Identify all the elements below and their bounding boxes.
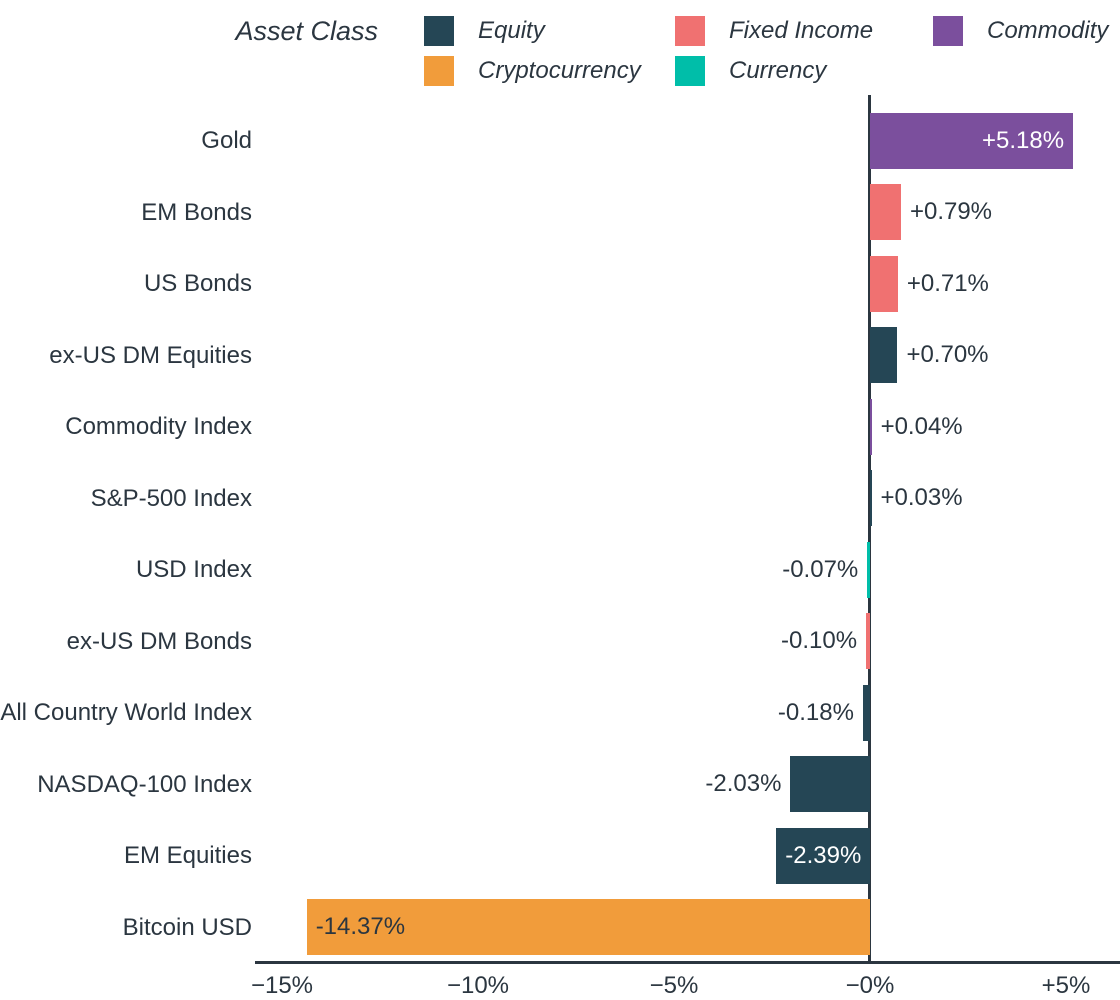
- category-label-em-equities: EM Equities: [123, 842, 252, 869]
- bar-nasdaq-100-index[interactable]: [790, 756, 870, 813]
- bar-us-bonds[interactable]: [870, 255, 898, 312]
- legend-label-fixed-income: Fixed Income: [729, 17, 874, 44]
- category-label-s-p-500-index: S&P-500 Index: [90, 484, 252, 512]
- x-tick-5: +5%: [1041, 972, 1091, 999]
- bar-s-p-500-index[interactable]: [870, 470, 872, 527]
- fixed-income-legend-swatch: [675, 16, 705, 46]
- bar-gold[interactable]: [870, 112, 1074, 169]
- value-label-em-bonds: +0.79%: [909, 198, 993, 226]
- equity-legend-swatch: [424, 16, 454, 46]
- legend-label-commodity: Commodity: [987, 17, 1109, 44]
- bar-usd-index[interactable]: [867, 541, 870, 598]
- value-label-nasdaq-100-index: -2.03%: [705, 770, 782, 798]
- category-label-usd-index: USD Index: [135, 556, 252, 583]
- category-label-ex-us-dm-bonds: ex-US DM Bonds: [66, 627, 252, 655]
- x-axis-line: [255, 961, 1120, 964]
- bar-em-bonds[interactable]: [870, 184, 901, 241]
- bar-commodity-index[interactable]: [870, 398, 872, 455]
- value-label-ex-us-dm-bonds: -0.10%: [781, 627, 858, 655]
- value-label-s-p-500-index: +0.03%: [880, 484, 963, 512]
- cryptocurrency-legend-swatch: [424, 56, 454, 86]
- category-label-em-bonds: EM Bonds: [141, 198, 252, 226]
- currency-legend-swatch: [675, 56, 705, 86]
- legend-entry-currency[interactable]: Currency: [675, 56, 826, 86]
- value-label-all-country-world-index: -0.18%: [777, 698, 854, 726]
- value-label-usd-index: -0.07%: [782, 555, 859, 583]
- bar-ex-us-dm-bonds[interactable]: [866, 613, 870, 670]
- zero-axis-line: [868, 95, 871, 964]
- legend-entry-cryptocurrency[interactable]: Cryptocurrency: [424, 56, 641, 86]
- category-label-gold: Gold: [201, 127, 252, 154]
- value-label-ex-us-dm-equities: +0.70%: [906, 341, 989, 369]
- bar-em-equities[interactable]: [776, 827, 870, 884]
- legend-title: Asset Class: [235, 16, 378, 46]
- value-label-commodity-index: +0.04%: [880, 412, 963, 440]
- bar-ex-us-dm-equities[interactable]: [870, 327, 898, 384]
- category-label-nasdaq-100-index: NASDAQ-100 Index: [37, 770, 252, 798]
- legend-entry-commodity[interactable]: Commodity: [933, 16, 1108, 46]
- legend-label-equity: Equity: [478, 17, 545, 44]
- legend-label-currency: Currency: [729, 57, 827, 84]
- x-tick-5: −5%: [649, 972, 699, 999]
- category-label-ex-us-dm-equities: ex-US DM Equities: [49, 341, 252, 369]
- bar-bitcoin-usd[interactable]: [306, 899, 870, 956]
- value-label-bitcoin-usd: -14.37%: [315, 913, 406, 941]
- legend-label-cryptocurrency: Cryptocurrency: [478, 57, 641, 84]
- value-label-us-bonds: +0.71%: [906, 269, 989, 297]
- category-label-us-bonds: US Bonds: [143, 270, 252, 297]
- category-label-commodity-index: Commodity Index: [65, 413, 252, 440]
- bar-all-country-world-index[interactable]: [862, 684, 870, 741]
- x-tick-0: −0%: [845, 972, 895, 999]
- value-label-gold: +5.18%: [981, 126, 1065, 154]
- category-label-bitcoin-usd: Bitcoin USD: [122, 913, 252, 941]
- x-tick-10: −10%: [446, 972, 510, 999]
- value-label-em-equities: -2.39%: [785, 841, 862, 869]
- commodity-legend-swatch: [933, 16, 963, 46]
- legend-entry-equity[interactable]: Equity: [424, 16, 545, 46]
- x-tick-15: −15%: [250, 972, 314, 999]
- legend-entry-fixed-income[interactable]: Fixed Income: [675, 16, 873, 46]
- category-label-all-country-world-index: All Country World Index: [0, 699, 252, 726]
